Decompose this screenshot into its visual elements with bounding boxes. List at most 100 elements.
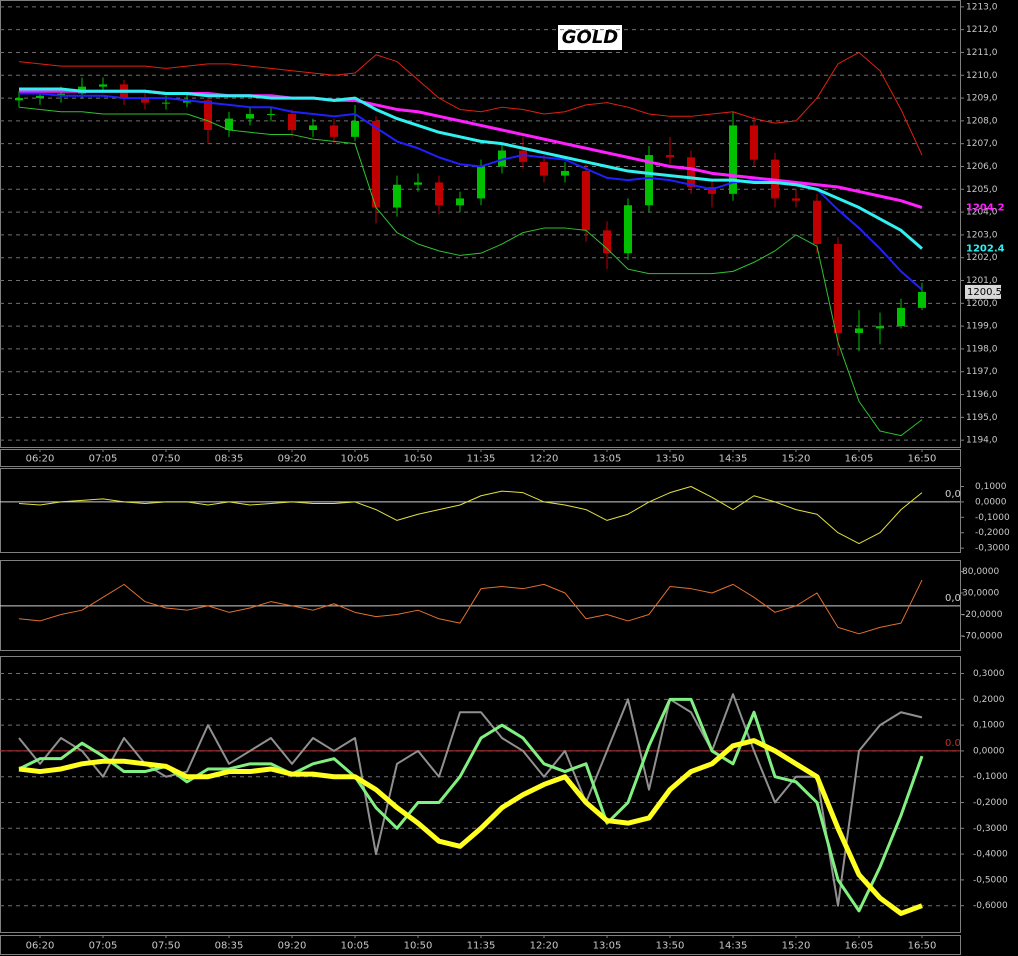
candle-body	[897, 307, 905, 327]
x-tick-label: 06:20	[26, 941, 55, 952]
x-tick-label: 14:35	[719, 454, 748, 465]
x-tick-label: 13:05	[593, 941, 622, 952]
y-tick-label: -0,2000	[975, 528, 1010, 538]
candle-body	[414, 182, 422, 185]
candle-body	[204, 100, 212, 130]
candle-body	[582, 171, 590, 231]
candle-body	[918, 291, 926, 308]
y-tick-label: -20,0000	[962, 610, 1003, 620]
y-tick-label: -0,1000	[975, 513, 1010, 523]
y-tick-label: 0,1000	[973, 721, 1005, 731]
x-tick-label: 14:35	[719, 941, 748, 952]
candle-body	[183, 100, 191, 103]
y-tick-label: -0,6000	[973, 901, 1008, 911]
candle-body	[876, 326, 884, 329]
x-tick-label: 11:35	[467, 454, 496, 465]
y-tick-label: 1197,0	[966, 367, 998, 377]
x-tick-label: 10:05	[341, 454, 370, 465]
candle-body	[561, 171, 569, 176]
candle-body	[36, 95, 44, 99]
zero-line-label: 0.0	[945, 738, 961, 749]
x-tick-label: 07:50	[152, 941, 181, 952]
y-tick-label: 1207,0	[966, 139, 998, 149]
candle-body	[834, 244, 842, 333]
candle-body	[456, 198, 464, 206]
candle-body	[141, 98, 149, 103]
x-tick-label: 08:35	[215, 941, 244, 952]
last-price-label: 1200.5	[967, 287, 1002, 298]
candle-body	[708, 187, 716, 194]
series-line	[18, 485, 923, 545]
x-tick-label: 12:20	[530, 941, 559, 952]
y-tick-label: 1196,0	[966, 390, 998, 400]
candle-body	[393, 184, 401, 208]
y-tick-label: 1209,0	[966, 94, 998, 104]
y-tick-label: 1201,0	[966, 276, 998, 286]
candle-body	[435, 182, 443, 206]
candle-body	[330, 125, 338, 137]
y-tick-label: 0,1000	[975, 482, 1007, 492]
y-tick-label: 0,2000	[973, 695, 1005, 705]
x-tick-label: 10:05	[341, 941, 370, 952]
x-tick-label: 07:05	[89, 941, 118, 952]
y-tick-label: 1206,0	[966, 162, 998, 172]
y-tick-label: -0,4000	[973, 850, 1008, 860]
x-tick-label: 12:20	[530, 454, 559, 465]
series-line	[18, 51, 923, 156]
series-line	[18, 106, 923, 437]
y-tick-label: 1198,0	[966, 344, 998, 354]
y-tick-label: -0,5000	[973, 875, 1008, 885]
candle-body	[225, 118, 233, 130]
candle-body	[645, 155, 653, 206]
series-line	[18, 738, 923, 916]
y-tick-label: -0,1000	[973, 772, 1008, 782]
zero-line-label: 0,0	[945, 593, 961, 604]
candle-body	[687, 157, 695, 188]
x-tick-label: 07:50	[152, 454, 181, 465]
y-tick-label: 1211,0	[966, 48, 998, 58]
candle-body	[309, 125, 317, 130]
chart-title: GOLD	[562, 27, 619, 48]
candle-body	[99, 84, 107, 87]
candle-body	[477, 166, 485, 199]
candle-body	[351, 120, 359, 137]
x-tick-label: 07:05	[89, 454, 118, 465]
candle-body	[624, 205, 632, 254]
y-tick-label: -0,2000	[973, 798, 1008, 808]
x-tick-label: 09:20	[278, 454, 307, 465]
y-tick-label: 1213,0	[966, 2, 998, 12]
x-tick-label: 15:20	[782, 941, 811, 952]
x-tick-label: 16:05	[845, 454, 874, 465]
last-price-box	[965, 284, 1001, 299]
y-tick-label: 1205,0	[966, 185, 998, 195]
y-tick-label: 0,0000	[973, 746, 1005, 756]
candle-body	[519, 150, 527, 162]
y-tick-label: -0,3000	[973, 824, 1008, 834]
candle-body	[372, 120, 380, 208]
y-tick-label: 1210,0	[966, 71, 998, 81]
candle-body	[603, 230, 611, 254]
y-tick-label: 1202,0	[966, 253, 998, 263]
y-tick-label: -0,3000	[975, 544, 1010, 554]
candle-body	[288, 114, 296, 130]
series-line	[18, 693, 923, 907]
y-tick-label: 30,0000	[962, 588, 999, 598]
candle-body	[246, 114, 254, 119]
candle-body	[729, 125, 737, 194]
x-tick-label: 10:50	[404, 454, 433, 465]
y-tick-label: 1203,0	[966, 230, 998, 240]
candle-body	[666, 155, 674, 158]
candle-body	[498, 150, 506, 167]
y-tick-label: 0,0000	[975, 497, 1007, 507]
x-tick-label: 13:50	[656, 941, 685, 952]
x-tick-label: 15:20	[782, 454, 811, 465]
y-tick-label: -70,0000	[962, 631, 1003, 641]
panel-frame	[0, 468, 961, 553]
candle-body	[540, 161, 548, 176]
y-tick-label: 0,3000	[973, 669, 1005, 679]
y-tick-label: 1204,0	[966, 208, 998, 218]
x-tick-label: 13:50	[656, 454, 685, 465]
x-tick-label: 16:05	[845, 941, 874, 952]
